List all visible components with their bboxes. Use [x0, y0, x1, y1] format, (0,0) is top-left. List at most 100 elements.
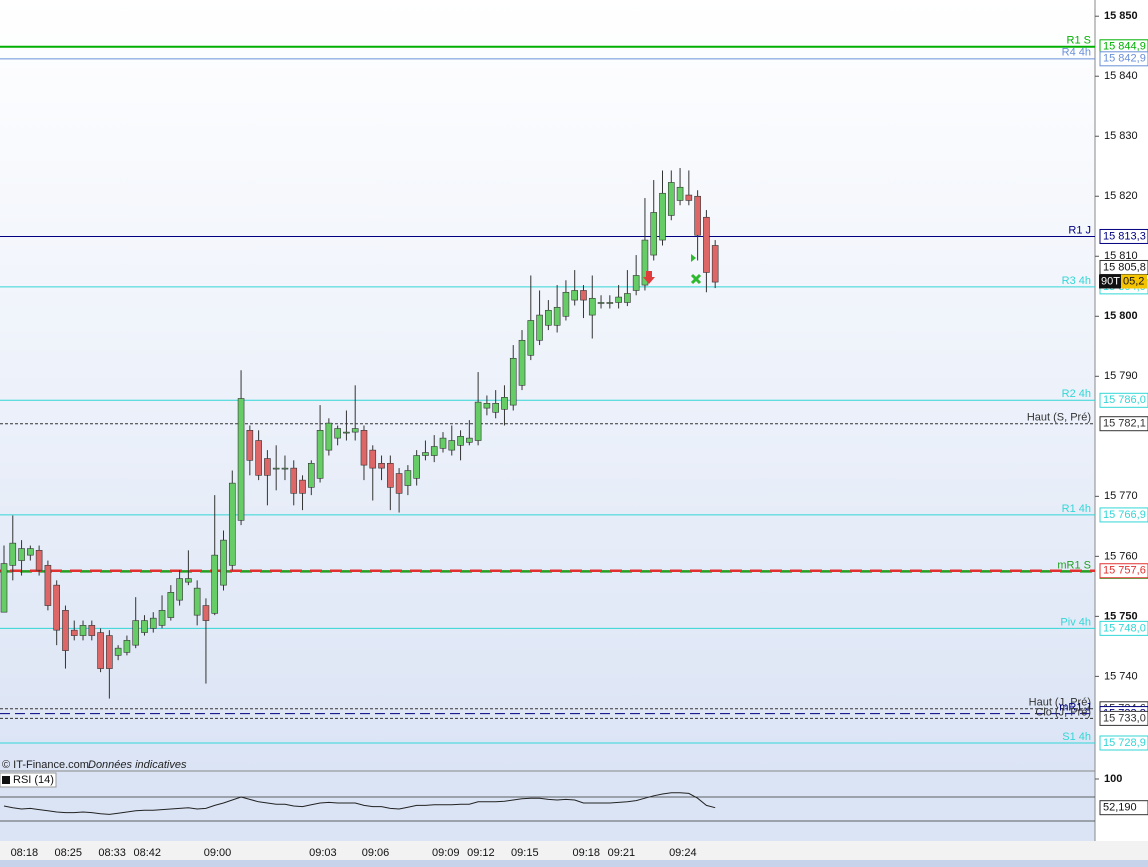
level-name: mR1 J	[1059, 701, 1091, 713]
candle-body	[158, 610, 166, 626]
timer-box	[1099, 274, 1121, 289]
candle-body	[211, 554, 219, 614]
level-price-box	[1099, 416, 1148, 432]
y-tick-label: 15 810	[1104, 250, 1138, 262]
candle-body	[395, 473, 403, 494]
level-name: Piv 4h	[1060, 616, 1091, 628]
labels: 15 850 15 840 15 830 15 820 15 810 15 800 15 7…	[11, 10, 1148, 859]
x-tick-label: 09:15	[511, 847, 539, 859]
level-price-box	[1099, 507, 1148, 523]
candle-body	[176, 578, 183, 601]
candle-body	[325, 422, 333, 451]
x-tick-label: 09:18	[572, 847, 600, 859]
level-price: 15 733,0	[1103, 712, 1146, 724]
level-name: Haut (S, Pré)	[1027, 412, 1091, 424]
level-price-box	[1099, 392, 1148, 408]
candle-body	[202, 605, 210, 621]
level-price-box	[1099, 735, 1148, 751]
candle-body	[44, 565, 52, 606]
rsi-tick-label: 100	[1104, 773, 1122, 785]
candle-body	[79, 625, 87, 636]
candle-body	[114, 647, 122, 656]
y-tick-label: 15 800	[1104, 310, 1138, 322]
candle-body	[659, 192, 666, 241]
candle-body	[448, 440, 456, 451]
candle-body	[88, 625, 96, 636]
candle-body	[404, 470, 412, 486]
candle-body	[167, 592, 175, 618]
candle-body	[62, 610, 69, 651]
candle-body	[307, 463, 315, 488]
level-name: S1 4h	[1062, 731, 1091, 743]
candle-body	[571, 290, 579, 301]
candle-body	[290, 467, 298, 494]
y-tick-label: 15 840	[1104, 70, 1138, 82]
level-price: 15 844,9	[1103, 41, 1146, 53]
y-tick-label: 15 790	[1104, 370, 1138, 382]
candle-body	[606, 302, 614, 304]
candle-body	[422, 452, 429, 456]
candle-body	[501, 397, 508, 410]
x-tick-label: 08:42	[133, 847, 161, 859]
x-tick-label: 08:33	[98, 847, 126, 859]
candle-body	[0, 563, 8, 613]
candle-body	[334, 428, 341, 439]
candle-body	[615, 296, 622, 303]
y-tick-label: 15 770	[1104, 490, 1138, 502]
candle-body	[650, 212, 658, 256]
candle-body	[193, 587, 201, 616]
level-price: 15 748,0	[1103, 622, 1146, 634]
candle-body	[264, 458, 271, 476]
candle-body	[246, 430, 254, 461]
candle-body	[281, 467, 289, 470]
rsi-title: RSI (14)	[13, 774, 54, 786]
candle-body	[387, 463, 394, 488]
candle-body	[369, 449, 377, 469]
level-price: 15 782,1	[1103, 418, 1146, 430]
x-tick-label: 09:09	[432, 847, 460, 859]
candle-body	[492, 403, 499, 413]
candle-body	[536, 314, 543, 341]
level-price: 15 842,9	[1103, 53, 1146, 65]
level-price-box	[1099, 228, 1148, 244]
candle-body	[474, 401, 482, 441]
plot-background	[0, 0, 1095, 771]
levels	[0, 45, 1095, 822]
candle-body	[378, 463, 385, 469]
rsi-legend-swatch	[2, 776, 10, 784]
level-price: 15 728,9	[1103, 737, 1146, 749]
y-tick-label: 15 820	[1104, 190, 1138, 202]
level-price-box	[1099, 620, 1148, 636]
candle-body	[360, 430, 368, 466]
level-name: R3 4h	[1062, 275, 1091, 287]
candle-body	[483, 403, 491, 409]
rsi-value-box	[1099, 800, 1148, 816]
level-name: Clo (J, Pré)	[1035, 706, 1091, 718]
candle-body	[641, 239, 649, 286]
candle-body	[316, 430, 324, 479]
candle-body	[430, 446, 438, 456]
candle-body	[632, 275, 640, 291]
candle-body	[518, 339, 526, 386]
level-price-box	[1099, 563, 1148, 579]
candle-body	[141, 620, 148, 633]
current-price: 15 805,8	[1103, 261, 1146, 273]
x-tick-label: 09:03	[309, 847, 337, 859]
level-price: 15 766,9	[1103, 509, 1146, 521]
candle-body	[562, 291, 570, 317]
y-tick-label: 15 830	[1104, 130, 1138, 142]
candle-body	[457, 436, 464, 446]
candle-body	[27, 548, 34, 556]
y-tick-label: 15 740	[1104, 670, 1138, 682]
note: Données indicatives	[88, 759, 187, 771]
x-tick-label: 09:00	[204, 847, 232, 859]
x-tick-label: 08:25	[54, 847, 82, 859]
candles	[0, 168, 719, 815]
x-tick-label: 09:06	[362, 847, 390, 859]
candle-body	[509, 357, 517, 406]
candle-body	[553, 306, 561, 326]
candle-body	[299, 479, 306, 494]
candle-body	[439, 437, 447, 449]
